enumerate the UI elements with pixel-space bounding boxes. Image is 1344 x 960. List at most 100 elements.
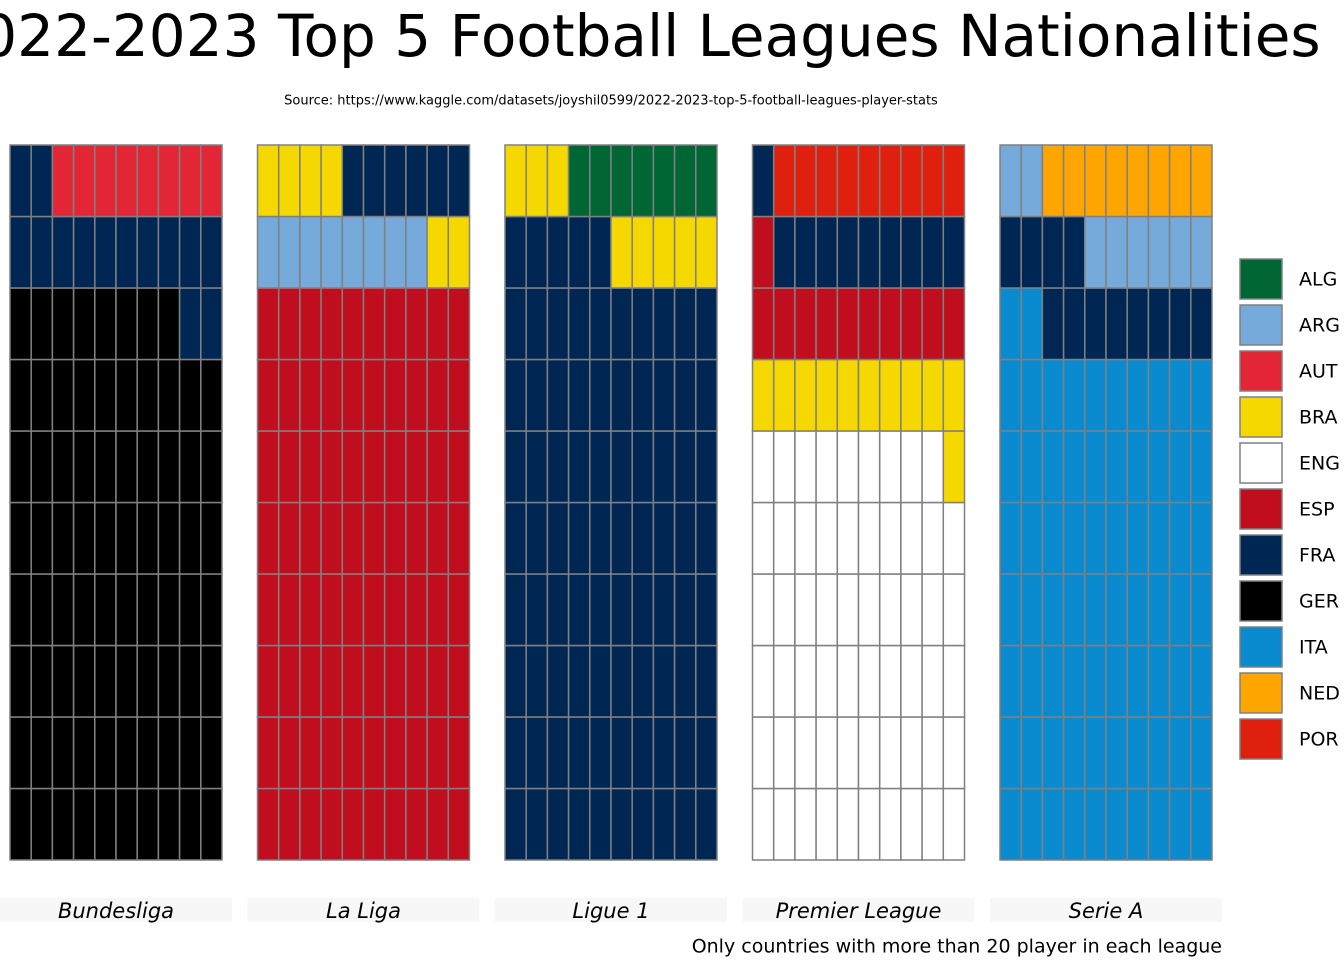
waffle-cell xyxy=(1168,215,1192,289)
legend-swatch xyxy=(1239,580,1283,622)
waffle-cell xyxy=(921,144,945,218)
waffle-cell xyxy=(1062,644,1086,718)
waffle-cell xyxy=(525,358,549,432)
waffle-cell xyxy=(652,644,676,718)
waffle-cell xyxy=(200,716,223,790)
waffle-cell xyxy=(652,430,676,504)
waffle-cell xyxy=(815,215,839,289)
waffle-cell xyxy=(1041,644,1065,718)
waffle-cell xyxy=(277,287,301,361)
legend-label: ALG xyxy=(1299,269,1337,291)
waffle-cell xyxy=(1126,787,1150,861)
waffle-cell xyxy=(256,144,280,218)
waffle-cell xyxy=(1147,644,1171,718)
waffle-cell xyxy=(1190,644,1213,718)
waffle-cell xyxy=(426,716,450,790)
waffle-cell xyxy=(1084,573,1107,647)
waffle-cell xyxy=(94,144,117,218)
waffle-cell xyxy=(405,573,428,647)
waffle-cell xyxy=(878,573,902,647)
waffle-cell xyxy=(631,644,655,718)
chart-caption: Only countries with more than 20 player … xyxy=(692,936,1222,958)
waffle-cell xyxy=(94,644,117,718)
waffle-cell xyxy=(900,787,923,861)
waffle-cell xyxy=(1020,430,1044,504)
waffle-cell xyxy=(383,501,407,575)
waffle-cell xyxy=(751,501,775,575)
legend-label: GER xyxy=(1299,591,1339,613)
waffle-cell xyxy=(157,215,181,289)
waffle-cell xyxy=(362,215,386,289)
waffle-cell xyxy=(751,287,775,361)
waffle-cell xyxy=(9,501,32,575)
waffle-cell xyxy=(178,501,202,575)
waffle-cell xyxy=(772,787,796,861)
waffle-cell xyxy=(695,644,718,718)
waffle-cell xyxy=(426,215,450,289)
waffle-cell xyxy=(1147,501,1171,575)
waffle-cell xyxy=(921,430,945,504)
waffle-cell xyxy=(673,215,697,289)
waffle-cell xyxy=(794,215,817,289)
waffle-cell xyxy=(1126,716,1150,790)
waffle-cell xyxy=(631,501,655,575)
waffle-cell xyxy=(525,215,549,289)
waffle-cell xyxy=(383,287,407,361)
waffle-cell xyxy=(900,358,923,432)
panel-label: Ligue 1 xyxy=(572,899,649,923)
waffle-cell xyxy=(695,573,718,647)
waffle-cell xyxy=(1168,787,1192,861)
legend-swatch xyxy=(1239,304,1283,346)
waffle-cell xyxy=(815,573,839,647)
waffle-cell xyxy=(320,287,344,361)
waffle-cell xyxy=(836,430,860,504)
waffle-cell xyxy=(277,144,301,218)
waffle-cell xyxy=(51,644,75,718)
waffle-cell xyxy=(299,644,322,718)
waffle-cell xyxy=(9,644,32,718)
waffle-cell xyxy=(341,215,365,289)
waffle-cell xyxy=(673,358,697,432)
waffle-cell xyxy=(1190,287,1213,361)
waffle-cell xyxy=(1105,501,1128,575)
waffle-cell xyxy=(836,787,860,861)
waffle-cell xyxy=(1062,358,1086,432)
waffle-cell xyxy=(921,573,945,647)
waffle-cell xyxy=(999,716,1022,790)
waffle-cell xyxy=(405,644,428,718)
waffle-cell xyxy=(589,501,612,575)
waffle-cell xyxy=(525,787,549,861)
waffle-cell xyxy=(405,287,428,361)
waffle-cell xyxy=(30,287,54,361)
waffle-cell xyxy=(589,787,612,861)
waffle-cell xyxy=(1168,644,1192,718)
waffle-cell xyxy=(999,287,1022,361)
waffle-cell xyxy=(589,430,612,504)
waffle-cell xyxy=(1084,644,1107,718)
waffle-cell xyxy=(405,144,428,218)
waffle-cell xyxy=(72,501,96,575)
waffle-cell xyxy=(1020,573,1044,647)
waffle-cell xyxy=(1041,358,1065,432)
waffle-cell xyxy=(256,287,280,361)
waffle-cell xyxy=(256,215,280,289)
waffle-cell xyxy=(115,501,138,575)
waffle-cell xyxy=(447,573,471,647)
waffle-cell xyxy=(1126,144,1150,218)
waffle-cell xyxy=(942,573,966,647)
waffle-cell xyxy=(652,358,676,432)
waffle-cell xyxy=(1190,215,1213,289)
waffle-cell xyxy=(900,501,923,575)
waffle-cell xyxy=(836,144,860,218)
waffle-cell xyxy=(136,358,160,432)
waffle-cell xyxy=(546,358,570,432)
waffle-cell xyxy=(1126,358,1150,432)
waffle-cell xyxy=(426,644,450,718)
waffle-cell xyxy=(115,144,138,218)
legend-swatch xyxy=(1239,396,1283,438)
waffle-cell xyxy=(320,716,344,790)
waffle-cell xyxy=(504,573,527,647)
waffle-cell xyxy=(1190,573,1213,647)
waffle-cell xyxy=(772,573,796,647)
panel-label: Bundesliga xyxy=(58,899,174,923)
